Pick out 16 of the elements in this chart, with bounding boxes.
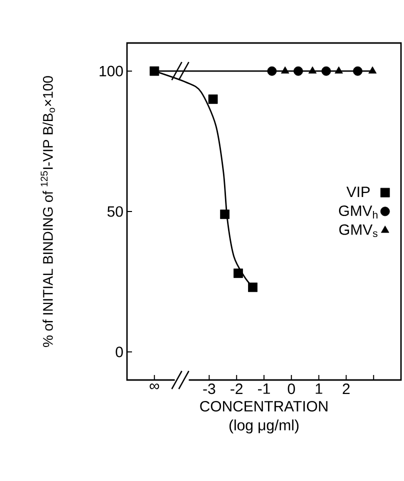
y-tick-label: 0 bbox=[116, 346, 123, 358]
x-tick-label: ∞ bbox=[150, 384, 160, 390]
x-tick-label: 0 bbox=[288, 384, 295, 394]
legend-label: GMV$_{h}$ bbox=[338, 205, 378, 219]
x-tick-label: 2 bbox=[342, 384, 350, 394]
x-tick-label: 1 bbox=[316, 384, 322, 394]
y-axis-title: % of INITIAL BINDING of $^{125}$I-VIP B/B$_{o}$×100 bbox=[40, 76, 55, 347]
legend-label: VIP bbox=[346, 186, 370, 197]
legend-label: GMV$_{s}$ bbox=[339, 224, 378, 238]
x-tick-label: -3 bbox=[203, 384, 216, 394]
x-axis-title: CONCENTRATION bbox=[200, 400, 328, 412]
x-tick-label: -1 bbox=[258, 384, 270, 394]
text: (log μg/ml) bbox=[229, 419, 298, 434]
y-tick-label: 50 bbox=[107, 206, 123, 217]
x-tick-label: -2 bbox=[230, 384, 242, 394]
y-tick-label: 100 bbox=[100, 66, 123, 76]
